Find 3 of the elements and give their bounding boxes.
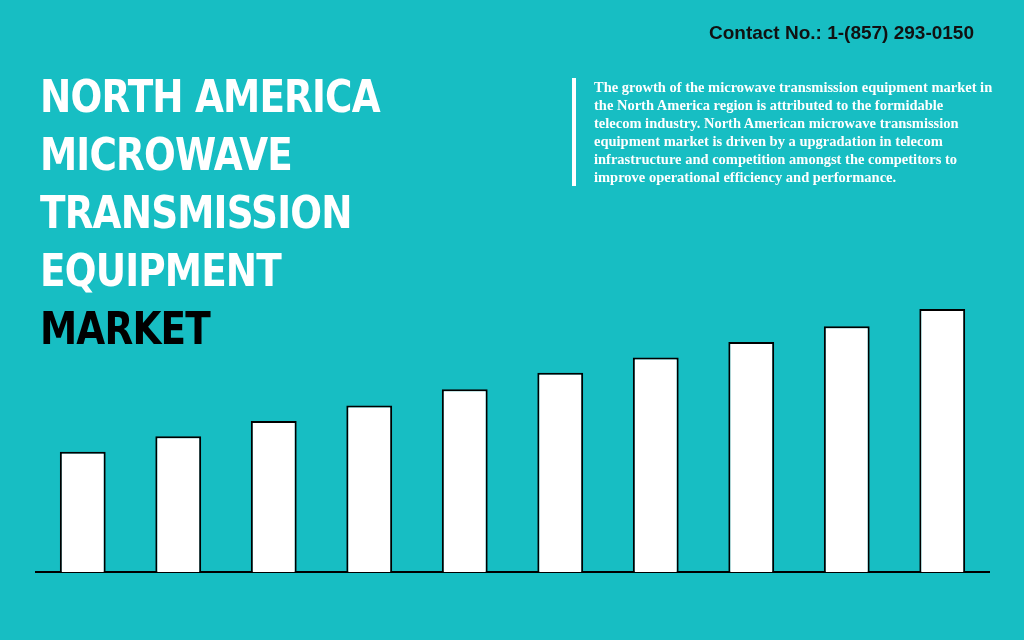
chart-title: NORTH AMERICA MICROWAVE TRANSMISSION EQUIPMENT MARKET [40, 70, 380, 356]
text: The growth of the microwave transmission equipment market in the North America region is attributed to the formidable telecom industry. North American microwave transmission equipment market is driven by a upgradation in telecom infrastructure and competition amongst the competitors to improve operational efficiency and performance. [572, 78, 994, 186]
text: Contact No.: 1-(857) 293-0150 [708, 22, 974, 44]
